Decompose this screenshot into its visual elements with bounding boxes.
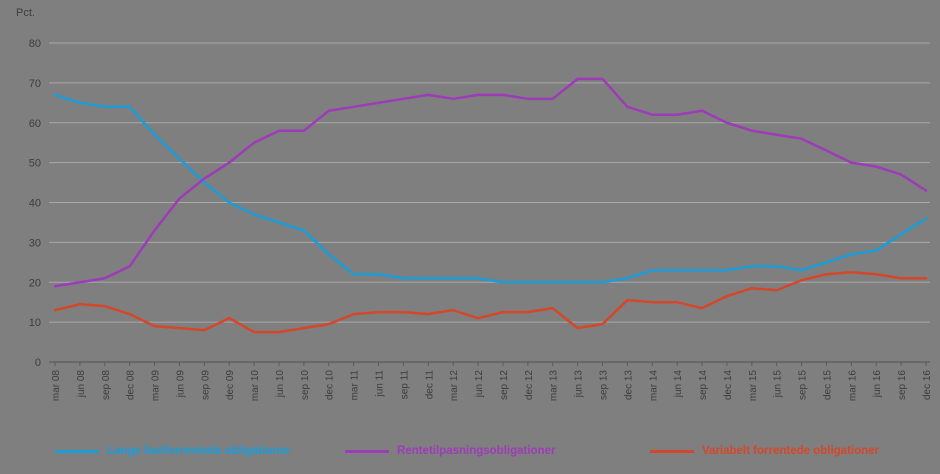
legend-swatch-red [650,449,694,453]
x-axis-label: sep 16 [897,370,908,400]
x-axis-label: dec 12 [524,370,535,400]
legend-label: Variabelt forrentede obligationer [702,445,880,457]
x-axis-label: mar 12 [449,370,460,402]
x-axis-label: mar 09 [151,370,162,402]
x-axis-label: sep 09 [200,370,211,400]
series-line-2 [53,271,928,334]
x-axis-label: sep 10 [300,370,311,400]
x-axis-label: sep 08 [101,370,112,400]
x-axis-label: mar 13 [549,370,560,402]
x-axis-label: mar 08 [51,370,62,402]
x-axis-label: jun 15 [773,370,784,399]
y-axis-label: 70 [29,78,41,90]
x-axis-label: jun 11 [375,370,386,398]
legend-swatch-purple [345,449,389,453]
legend-item-rentetilpasning: Rentetilpasningsobligationer [345,441,555,461]
x-axis-label: sep 12 [499,370,510,400]
x-axis-label: mar 16 [847,370,858,402]
x-axis-label: mar 11 [350,370,361,401]
x-axis-label: jun 14 [673,370,684,399]
x-axis-label: sep 11 [399,370,410,400]
y-axis-title: Pct. [16,7,35,19]
y-axis-label: 60 [29,118,41,130]
legend-swatch-blue [55,449,99,453]
x-axis-label: sep 13 [598,370,609,400]
x-axis-label: jun 12 [474,370,485,399]
y-axis-label: 10 [29,317,41,329]
chart-legend: Lange fastforrentede obligationer Rentet… [0,441,940,467]
x-axis-label: mar 14 [648,370,659,402]
y-axis-label: 30 [29,237,41,249]
x-axis-label: jun 08 [76,370,87,399]
y-axis-label: 0 [35,357,41,369]
x-axis-label: dec 10 [325,370,336,400]
legend-item-lange-fastforrentede: Lange fastforrentede obligationer [55,441,290,461]
x-axis-label: jun 09 [175,370,186,399]
y-axis-label: 50 [29,158,41,170]
y-axis-label: 40 [29,198,41,210]
legend-label: Lange fastforrentede obligationer [107,445,291,457]
series-line-0 [53,93,928,284]
series-line-1 [53,77,928,288]
x-axis-label: sep 14 [698,370,709,400]
x-axis-label: mar 15 [748,370,759,402]
legend-item-variabelt-forrentede: Variabelt forrentede obligationer [650,441,879,461]
x-axis-label: dec 15 [822,370,833,400]
x-axis-label: jun 13 [574,370,585,399]
x-axis-label: dec 08 [126,370,137,400]
x-axis-label: mar 10 [250,370,261,402]
x-axis-label: dec 13 [623,370,634,400]
x-axis-label: dec 14 [723,370,734,400]
x-axis-label: dec 11 [424,370,435,400]
y-axis-label: 80 [29,38,41,50]
x-axis-label: sep 15 [798,370,809,400]
x-axis-label: dec 09 [225,370,236,400]
x-axis-label: jun 10 [275,370,286,399]
x-axis-label: jun 16 [872,370,883,399]
chart-canvas: Pct. 0 10 20 30 40 50 60 70 80 mar 08 jun 08 sep 08… [16,7,933,402]
y-axis-label: 20 [29,277,41,289]
x-axis-label: dec 16 [922,370,933,400]
legend-label: Rentetilpasningsobligationer [397,445,556,457]
